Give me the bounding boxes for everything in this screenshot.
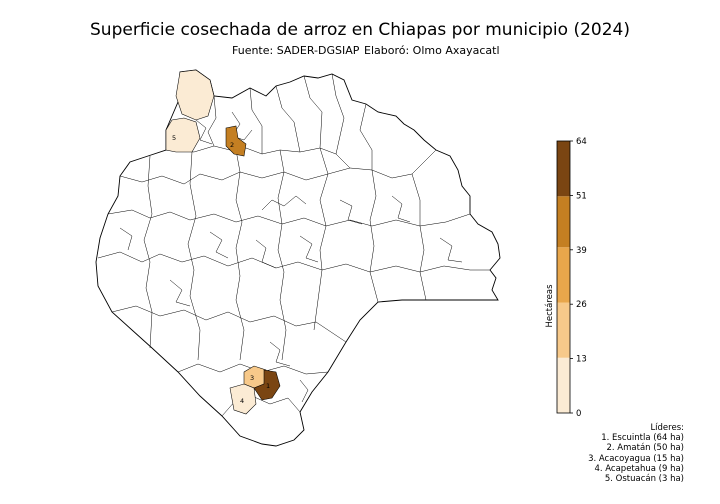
colorbar-bin-2	[557, 302, 570, 358]
municipal-boundaries	[97, 73, 490, 417]
author-note: Elaboró: Olmo Axayacatl	[364, 44, 500, 57]
map-rank-3: 3	[250, 374, 254, 382]
colorbar-tick-label: 13	[576, 355, 587, 365]
leaders-list: Líderes: 1. Escuintla (64 ha) 2. Amatán …	[588, 423, 684, 484]
map-rank-4: 4	[240, 397, 244, 405]
colorbar-tick-label: 26	[576, 300, 587, 310]
municipality-north-tip	[175, 69, 215, 121]
colorbar-tick-label: 64	[576, 137, 587, 147]
colorbar-bin-1	[557, 357, 570, 413]
colorbar-frame	[556, 140, 571, 414]
leader-item-1: 1. Escuintla (64 ha)	[601, 433, 684, 444]
colorbar-bin-3	[557, 247, 570, 303]
leaders-title: Líderes:	[650, 423, 684, 433]
colorbar-bin-5	[557, 141, 570, 197]
map-rank-2: 2	[230, 141, 234, 149]
chiapas-outline	[95, 69, 501, 447]
colorbar-tick-label: 51	[576, 191, 587, 201]
municipality-acapetahua	[229, 383, 257, 415]
colorbar: 0 13 26 39 51 64	[556, 137, 587, 419]
leader-item-2: 2. Amatán (50 ha)	[606, 443, 685, 454]
source-note: Fuente: SADER-DGSIAP	[232, 44, 360, 57]
map-rank-5: 5	[172, 134, 176, 142]
colorbar-label: Hectáreas	[545, 284, 555, 328]
colorbar-tick-label: 0	[576, 409, 581, 419]
colorbar-bin-4	[557, 196, 570, 248]
map-rank-1: 1	[266, 382, 270, 390]
leader-item-4: 4. Acapetahua (9 ha)	[594, 463, 684, 474]
municipality-ostuacan	[165, 117, 201, 153]
leader-item-5: 5. Ostuacán (3 ha)	[604, 474, 684, 485]
municipality-escuintla	[253, 369, 281, 401]
map-title: Superficie cosechada de arroz en Chiapas…	[90, 20, 630, 40]
municipality-amatan	[225, 125, 247, 157]
colorbar-tick-label: 39	[576, 246, 587, 256]
leader-item-3: 3. Acacoyagua (15 ha)	[588, 453, 684, 464]
